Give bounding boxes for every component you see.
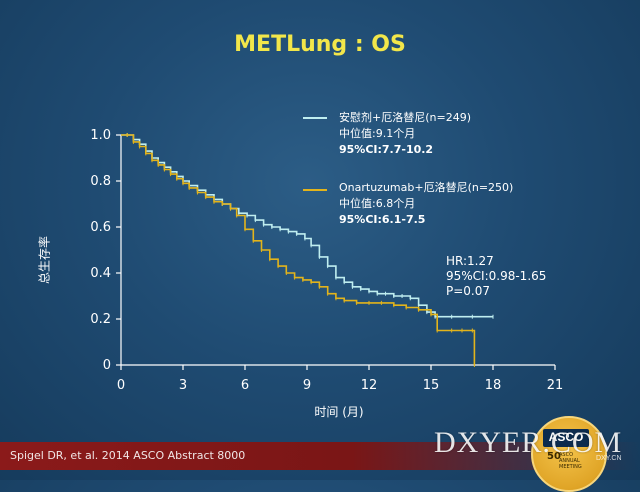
km-survival-chart: 0 3 6 9 12 15 18 21 0 0.2 0.4 0.6 0.8 1.0 (90, 128, 564, 393)
p-value: P=0.07 (446, 284, 491, 298)
y-tick-label: 0.4 (90, 266, 111, 281)
legend-swatch-onartuzumab (303, 189, 327, 191)
hr-ci: 95%CI:0.98-1.65 (446, 269, 547, 283)
legend-onartuzumab-ci: 95%CI:6.1-7.5 (339, 213, 426, 226)
asco-subtext: ASCO ANNUAL MEETING (559, 452, 582, 470)
x-tick-label: 21 (547, 378, 564, 393)
legend-onartuzumab-median: 中位值:6.8个月 (339, 197, 416, 210)
y-tick-label: 0.6 (90, 220, 111, 235)
x-axis-label: 时间 (月) (314, 405, 364, 419)
legend-placebo-ci: 95%CI:7.7-10.2 (339, 143, 434, 156)
legend-onartuzumab-label: Onartuzumab+厄洛替尼(n=250) (339, 181, 514, 194)
asco-logo-plate (543, 429, 589, 447)
x-tick-label: 15 (423, 378, 440, 393)
x-tick-label: 12 (361, 378, 378, 393)
hr-value: HR:1.27 (446, 254, 494, 268)
x-tick-label: 18 (485, 378, 502, 393)
asco-logo-text: ASCO (548, 430, 584, 444)
legend-placebo-median: 中位值:9.1个月 (339, 127, 416, 140)
legend-placebo-label: 安慰剂+厄洛替尼(n=249) (339, 111, 471, 124)
y-tick-label: 0 (103, 358, 111, 373)
asco-years: 50 (547, 451, 561, 462)
x-tick-label: 0 (117, 378, 125, 393)
legend-entry-placebo: 安慰剂+厄洛替尼(n=249) 中位值:9.1个月 95%CI:7.7-10.2 (339, 110, 471, 158)
citation: Spigel DR, et al. 2014 ASCO Abstract 800… (10, 449, 246, 462)
y-tick-label: 1.0 (90, 128, 111, 143)
asco-badge (531, 416, 607, 492)
y-tick-label: 0.8 (90, 174, 111, 189)
x-tick-label: 3 (179, 378, 187, 393)
watermark: DXYER.COM (434, 426, 623, 459)
legend-entry-onartuzumab: Onartuzumab+厄洛替尼(n=250) 中位值:6.8个月 95%CI:… (339, 180, 513, 228)
legend: 安慰剂+厄洛替尼(n=249) 中位值:9.1个月 95%CI:7.7-10.2… (303, 110, 523, 240)
chart-title: METLung : OS (234, 32, 406, 57)
y-tick-label: 0.2 (90, 312, 111, 327)
watermark-small: DXY.CN (596, 455, 622, 462)
asco-logo: ASCO 50 ASCO ANNUAL MEETING (531, 416, 607, 492)
y-axis-label: 总生存率 (37, 235, 52, 285)
x-tick-label: 9 (303, 378, 311, 393)
hazard-ratio-stats: HR:1.27 95%CI:0.98-1.65 P=0.07 (446, 254, 546, 299)
x-tick-label: 6 (241, 378, 249, 393)
legend-swatch-placebo (303, 117, 327, 119)
